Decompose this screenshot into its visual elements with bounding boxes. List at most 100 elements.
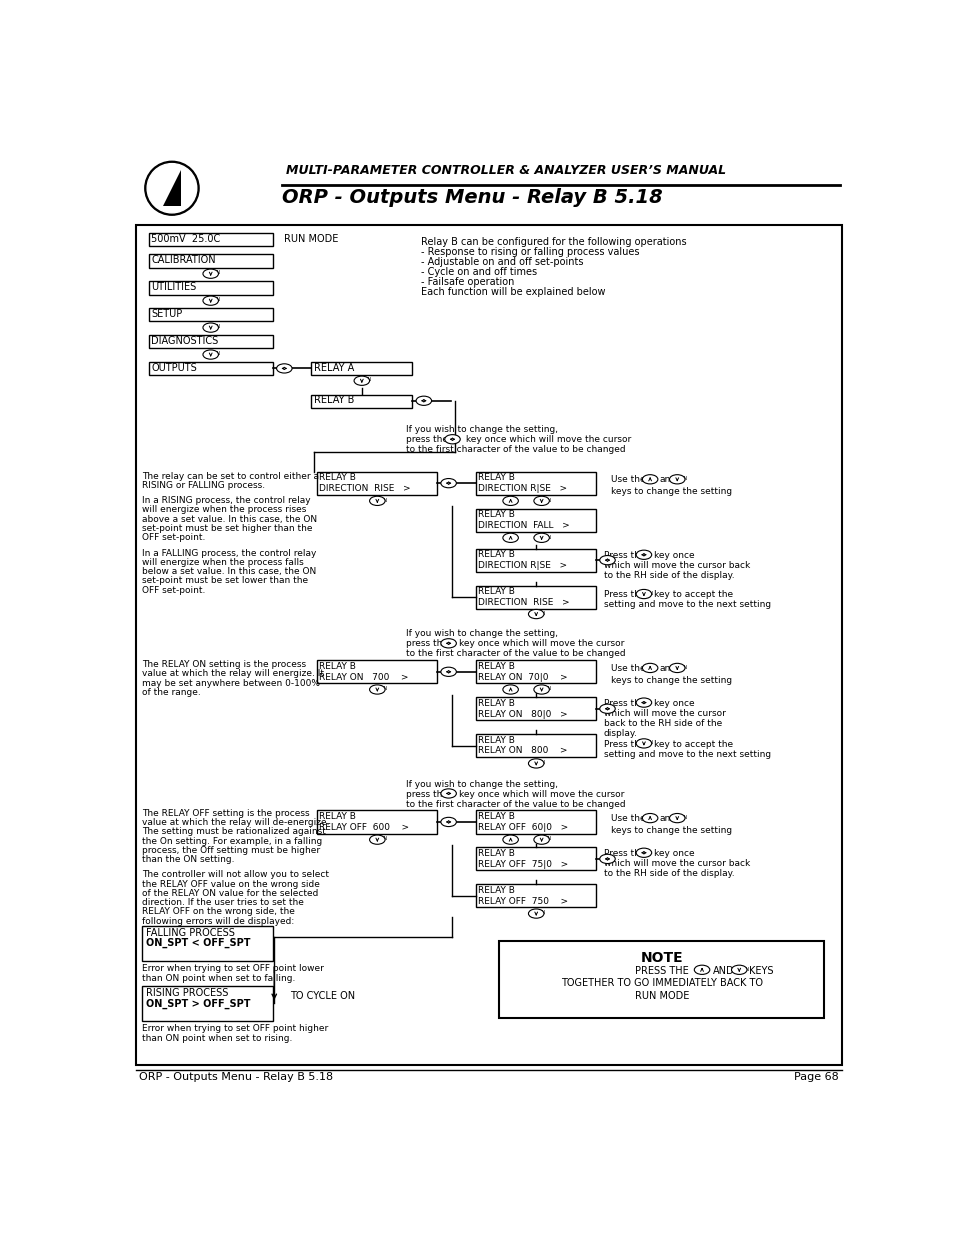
Text: key once which will move the cursor: key once which will move the cursor [458, 789, 623, 799]
Text: keys to change the setting: keys to change the setting [611, 826, 732, 835]
Text: Press the: Press the [603, 848, 644, 858]
Text: of the RELAY ON value for the selected: of the RELAY ON value for the selected [142, 889, 318, 898]
Text: If you wish to change the setting,: If you wish to change the setting, [406, 779, 558, 789]
Text: RUN MODE: RUN MODE [634, 990, 688, 1000]
Text: Each function will be explained below: Each function will be explained below [421, 287, 605, 296]
Text: OFF set-point.: OFF set-point. [142, 534, 206, 542]
Text: DIRECTION R|SE   >: DIRECTION R|SE > [477, 561, 567, 569]
Text: MULTI-PARAMETER CONTROLLER & ANALYZER USER’S MANUAL: MULTI-PARAMETER CONTROLLER & ANALYZER US… [286, 163, 725, 177]
Ellipse shape [203, 324, 218, 332]
Text: KEYS: KEYS [748, 966, 772, 976]
Ellipse shape [203, 350, 218, 359]
Text: than ON point when set to falling.: than ON point when set to falling. [142, 973, 295, 983]
Text: DOWN: DOWN [670, 815, 686, 820]
Bar [149, 233, 273, 246]
Text: 500mV  25.0C: 500mV 25.0C [151, 233, 220, 243]
Text: ORP - Outputs Menu - Relay B 5.18: ORP - Outputs Menu - Relay B 5.18 [282, 188, 662, 207]
Text: keys to change the setting: keys to change the setting [611, 487, 732, 496]
Text: DIAGNOSTICS: DIAGNOSTICS [151, 336, 218, 346]
Text: Press the: Press the [603, 551, 644, 559]
Ellipse shape [694, 966, 709, 974]
Text: will energize when the process rises: will energize when the process rises [142, 505, 307, 515]
Bar [149, 282, 273, 294]
Circle shape [145, 162, 199, 215]
Text: DOWN: DOWN [535, 687, 551, 692]
Text: OFF set-point.: OFF set-point. [142, 585, 206, 594]
Text: key to accept the: key to accept the [654, 590, 732, 599]
Text: The RELAY OFF setting is the process: The RELAY OFF setting is the process [142, 809, 310, 818]
Text: to the RH side of the display.: to the RH side of the display. [603, 571, 734, 580]
Text: key to accept the: key to accept the [654, 740, 732, 748]
Ellipse shape [203, 269, 218, 278]
Text: Use the: Use the [611, 664, 645, 673]
Text: DOWN: DOWN [670, 664, 686, 669]
Text: RELAY OFF  750    >: RELAY OFF 750 > [477, 897, 568, 905]
Ellipse shape [599, 855, 615, 863]
Bar [316, 661, 436, 683]
Text: ON_SPT < OFF_SPT: ON_SPT < OFF_SPT [146, 939, 250, 948]
Text: RELAY OFF  600    >: RELAY OFF 600 > [319, 823, 409, 831]
Text: value at which the relay will energize. It: value at which the relay will energize. … [142, 669, 324, 678]
Text: press the: press the [406, 789, 448, 799]
Bar [316, 810, 436, 834]
Text: key once: key once [654, 848, 694, 858]
Bar [316, 472, 436, 495]
Bar [476, 810, 596, 834]
Text: TOGETHER TO GO IMMEDIATELY BACK TO: TOGETHER TO GO IMMEDIATELY BACK TO [560, 978, 762, 988]
Circle shape [147, 163, 196, 212]
Text: following errors will de displayed:: following errors will de displayed: [142, 916, 294, 926]
Text: RELAY B: RELAY B [319, 811, 355, 821]
Text: setting and move to the next setting: setting and move to the next setting [603, 600, 770, 609]
Text: to the first character of the value to be changed: to the first character of the value to b… [406, 446, 625, 454]
Ellipse shape [534, 534, 549, 542]
Text: RELAY B: RELAY B [477, 736, 515, 745]
Text: UP: UP [506, 836, 513, 841]
Text: RELAY B: RELAY B [477, 699, 515, 708]
Ellipse shape [641, 663, 658, 673]
Text: Use the: Use the [611, 814, 645, 824]
Text: DOWN: DOWN [204, 298, 220, 303]
Ellipse shape [731, 966, 746, 974]
Bar [498, 941, 823, 1019]
Ellipse shape [636, 739, 651, 748]
Text: RELAY OFF on the wrong side, the: RELAY OFF on the wrong side, the [142, 908, 295, 916]
Text: Page 68: Page 68 [793, 1072, 838, 1082]
Text: above a set value. In this case, the ON: above a set value. In this case, the ON [142, 515, 317, 524]
Text: of the range.: of the range. [142, 688, 201, 697]
Text: RELAY B: RELAY B [477, 811, 515, 821]
Text: RELAY OFF  75|0   >: RELAY OFF 75|0 > [477, 860, 568, 868]
Text: S H A R K: S H A R K [152, 186, 195, 195]
Bar [311, 395, 412, 408]
Ellipse shape [502, 685, 517, 694]
Ellipse shape [440, 667, 456, 677]
Text: and: and [659, 814, 676, 824]
Text: - Adjustable on and off set-points: - Adjustable on and off set-points [421, 257, 583, 267]
Bar [149, 362, 273, 375]
Ellipse shape [599, 556, 615, 564]
Text: DOWN: DOWN [637, 740, 653, 745]
Ellipse shape [534, 685, 549, 694]
Text: key once: key once [654, 699, 694, 708]
Text: DOWN: DOWN [637, 590, 653, 595]
Text: Press the: Press the [603, 590, 644, 599]
Text: RUN MODE: RUN MODE [284, 233, 338, 243]
Text: RELAY B: RELAY B [477, 662, 515, 671]
Ellipse shape [440, 818, 456, 826]
Text: RELAY A: RELAY A [314, 363, 354, 373]
Text: PRESS THE: PRESS THE [634, 966, 688, 976]
Ellipse shape [502, 534, 517, 542]
Bar [149, 309, 273, 321]
Text: - Cycle on and off times: - Cycle on and off times [421, 267, 537, 277]
Text: UP: UP [506, 498, 513, 503]
Text: RELAY B: RELAY B [477, 550, 515, 559]
Ellipse shape [369, 835, 385, 845]
Text: RISING PROCESS: RISING PROCESS [146, 988, 228, 998]
Text: RELAY B: RELAY B [477, 848, 515, 858]
Text: DIRECTION R|SE   >: DIRECTION R|SE > [477, 484, 567, 493]
Bar [476, 585, 596, 609]
Text: Relay B can be configured for the following operations: Relay B can be configured for the follow… [421, 237, 686, 247]
Text: set-point must be set higher than the: set-point must be set higher than the [142, 524, 313, 534]
Polygon shape [162, 169, 181, 206]
Text: In a RISING process, the control relay: In a RISING process, the control relay [142, 496, 311, 505]
Ellipse shape [641, 474, 658, 484]
